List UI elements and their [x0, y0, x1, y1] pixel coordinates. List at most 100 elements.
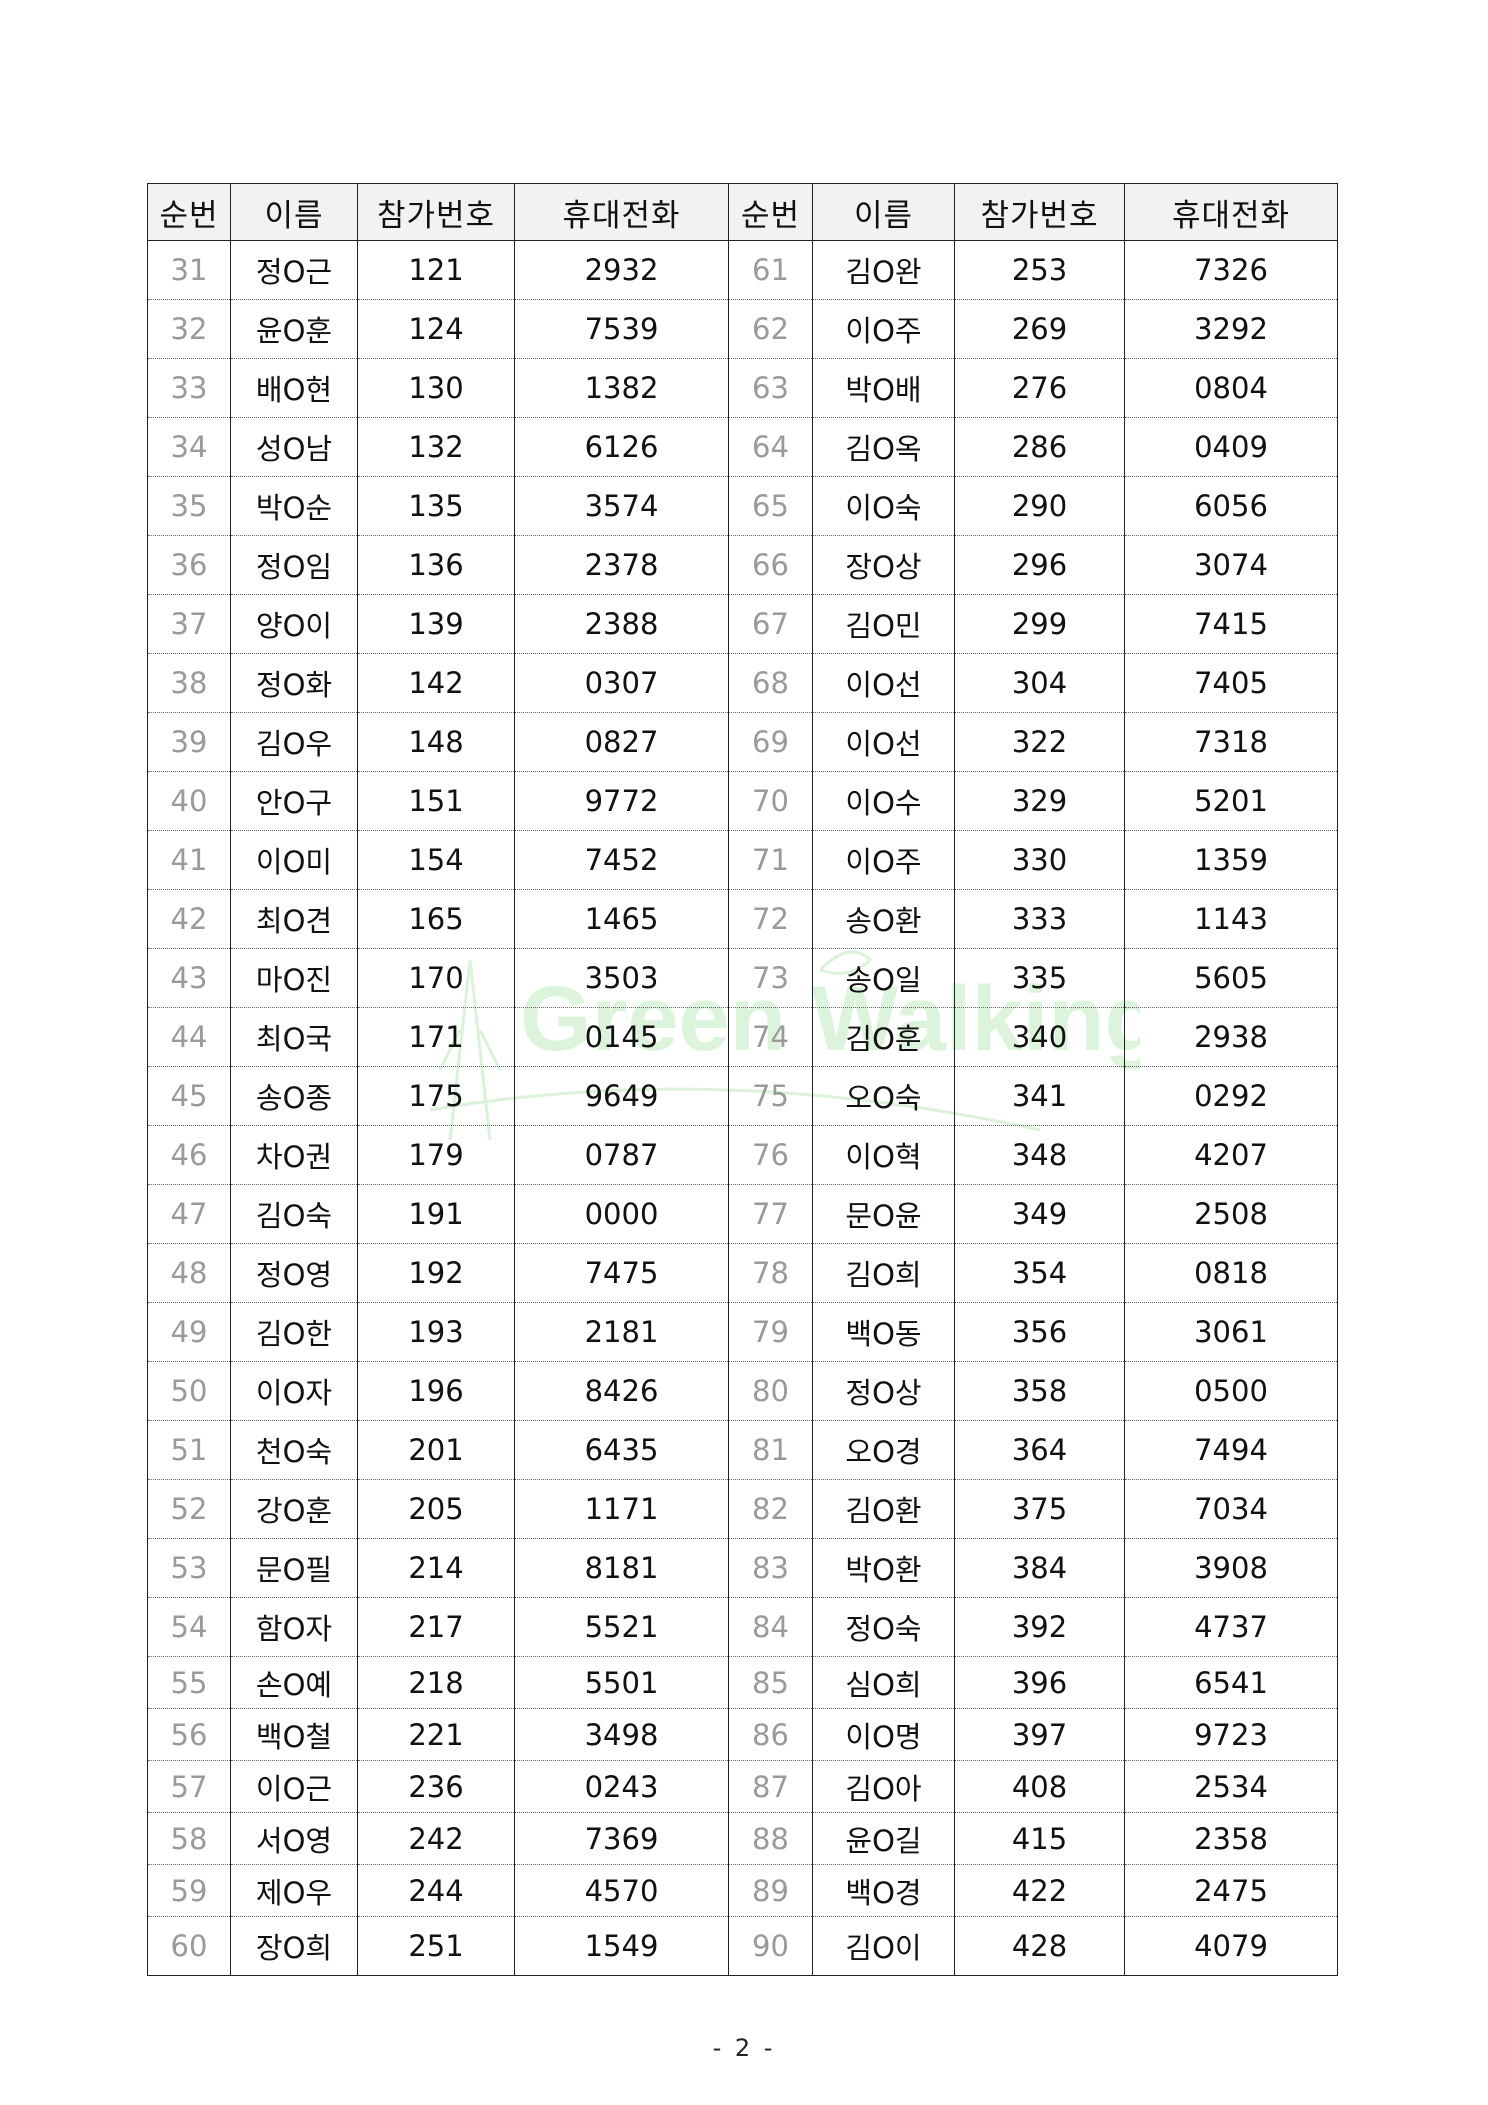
cell-phone: 0145 [514, 1007, 729, 1067]
cell-no: 53 [147, 1538, 231, 1598]
table-row: 43 마O진 170 3503 73 송O일 335 5605 [147, 948, 1338, 1008]
cell-no: 80 [728, 1361, 813, 1421]
cell-no: 43 [147, 948, 231, 1008]
table-row: 33 배O현 130 1382 63 박O배 276 0804 [147, 358, 1338, 418]
table-row: 56 백O철 221 3498 86 이O명 397 9723 [147, 1708, 1338, 1761]
cell-phone: 0307 [514, 653, 729, 713]
cell-phone: 7405 [1124, 653, 1338, 713]
table-row: 50 이O자 196 8426 80 정O상 358 0500 [147, 1361, 1338, 1421]
cell-bib: 171 [357, 1007, 515, 1067]
cell-name: 정O상 [812, 1361, 955, 1421]
table-row: 38 정O화 142 0307 68 이O선 304 7405 [147, 653, 1338, 713]
cell-name: 배O현 [230, 358, 358, 418]
cell-phone: 6126 [514, 417, 729, 477]
cell-no: 42 [147, 889, 231, 949]
cell-bib: 196 [357, 1361, 515, 1421]
header-no: 순번 [147, 183, 231, 241]
cell-no: 44 [147, 1007, 231, 1067]
cell-no: 85 [728, 1656, 813, 1709]
cell-bib: 356 [954, 1302, 1125, 1362]
cell-bib: 148 [357, 712, 515, 772]
cell-no: 51 [147, 1420, 231, 1480]
participant-table: 순번 이름 참가번호 휴대전화 순번 이름 참가번호 휴대전화 31 정O근 121 2932 61 김… [147, 183, 1338, 1976]
header-bib: 참가번호 [954, 183, 1125, 241]
table-row: 52 강O훈 205 1171 82 김O환 375 7034 [147, 1479, 1338, 1539]
cell-bib: 269 [954, 299, 1125, 359]
cell-phone: 5521 [514, 1597, 729, 1657]
cell-bib: 392 [954, 1597, 1125, 1657]
cell-bib: 364 [954, 1420, 1125, 1480]
cell-name: 이O혁 [812, 1125, 955, 1185]
table-row: 39 김O우 148 0827 69 이O선 322 7318 [147, 712, 1338, 772]
cell-phone: 7415 [1124, 594, 1338, 654]
table-row: 35 박O순 135 3574 65 이O숙 290 6056 [147, 476, 1338, 536]
table-row: 53 문O필 214 8181 83 박O환 384 3908 [147, 1538, 1338, 1598]
cell-no: 88 [728, 1812, 813, 1865]
cell-no: 49 [147, 1302, 231, 1362]
cell-phone: 0827 [514, 712, 729, 772]
cell-name: 박O배 [812, 358, 955, 418]
cell-name: 이O선 [812, 653, 955, 713]
cell-name: 송O일 [812, 948, 955, 1008]
cell-phone: 9723 [1124, 1708, 1338, 1761]
cell-no: 62 [728, 299, 813, 359]
cell-phone: 3908 [1124, 1538, 1338, 1598]
cell-bib: 290 [954, 476, 1125, 536]
cell-bib: 201 [357, 1420, 515, 1480]
cell-no: 37 [147, 594, 231, 654]
cell-bib: 329 [954, 771, 1125, 831]
cell-phone: 6056 [1124, 476, 1338, 536]
cell-bib: 253 [954, 240, 1125, 300]
cell-name: 이O근 [230, 1760, 358, 1813]
cell-name: 정O영 [230, 1243, 358, 1303]
cell-name: 장O상 [812, 535, 955, 595]
cell-no: 45 [147, 1066, 231, 1126]
cell-no: 78 [728, 1243, 813, 1303]
cell-name: 김O아 [812, 1760, 955, 1813]
cell-bib: 236 [357, 1760, 515, 1813]
cell-bib: 121 [357, 240, 515, 300]
cell-bib: 193 [357, 1302, 515, 1362]
cell-no: 84 [728, 1597, 813, 1657]
table-row: 32 윤O훈 124 7539 62 이O주 269 3292 [147, 299, 1338, 359]
cell-phone: 2534 [1124, 1760, 1338, 1813]
cell-name: 백O경 [812, 1864, 955, 1917]
cell-no: 55 [147, 1656, 231, 1709]
cell-no: 36 [147, 535, 231, 595]
cell-bib: 299 [954, 594, 1125, 654]
cell-no: 31 [147, 240, 231, 300]
table-row: 55 손O예 218 5501 85 심O희 396 6541 [147, 1656, 1338, 1709]
cell-no: 70 [728, 771, 813, 831]
cell-phone: 2475 [1124, 1864, 1338, 1917]
cell-no: 47 [147, 1184, 231, 1244]
cell-name: 심O희 [812, 1656, 955, 1709]
cell-phone: 5201 [1124, 771, 1338, 831]
table-row: 37 양O이 139 2388 67 김O민 299 7415 [147, 594, 1338, 654]
cell-bib: 142 [357, 653, 515, 713]
cell-bib: 304 [954, 653, 1125, 713]
cell-name: 김O한 [230, 1302, 358, 1362]
cell-name: 이O명 [812, 1708, 955, 1761]
cell-name: 박O순 [230, 476, 358, 536]
cell-name: 오O경 [812, 1420, 955, 1480]
cell-no: 63 [728, 358, 813, 418]
cell-phone: 3574 [514, 476, 729, 536]
cell-bib: 341 [954, 1066, 1125, 1126]
cell-name: 백O철 [230, 1708, 358, 1761]
cell-no: 89 [728, 1864, 813, 1917]
cell-bib: 151 [357, 771, 515, 831]
header-row: 순번 이름 참가번호 휴대전화 순번 이름 참가번호 휴대전화 [147, 183, 1338, 241]
cell-no: 87 [728, 1760, 813, 1813]
table-row: 34 성O남 132 6126 64 김O옥 286 0409 [147, 417, 1338, 477]
cell-no: 59 [147, 1864, 231, 1917]
table-row: 48 정O영 192 7475 78 김O희 354 0818 [147, 1243, 1338, 1303]
cell-name: 이O자 [230, 1361, 358, 1421]
cell-no: 60 [147, 1916, 231, 1976]
cell-name: 이O미 [230, 830, 358, 890]
cell-name: 백O동 [812, 1302, 955, 1362]
cell-name: 정O근 [230, 240, 358, 300]
page-number: - 2 - [712, 2034, 776, 2062]
cell-no: 77 [728, 1184, 813, 1244]
cell-bib: 192 [357, 1243, 515, 1303]
cell-no: 46 [147, 1125, 231, 1185]
